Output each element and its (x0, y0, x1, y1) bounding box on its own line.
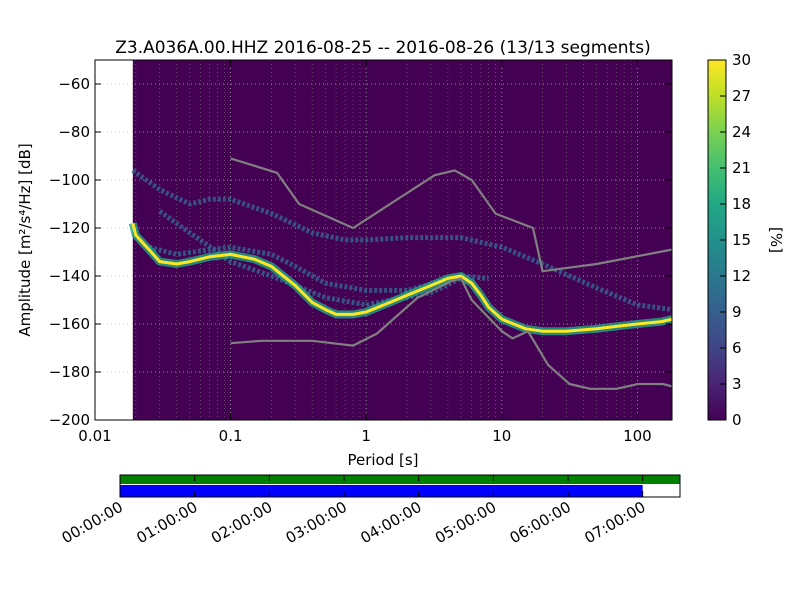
colorbar: 0 3 6 9 12 15 18 21 24 27 30 [%] (707, 51, 785, 429)
coverage-bars (120, 475, 680, 497)
colorbar-tick-label: 18 (732, 195, 751, 213)
coverage-timeline: 00:00:00 01:00:00 02:00:00 03:00:00 04:00:00… (59, 474, 681, 547)
colorbar-tick-label: 21 (732, 159, 751, 177)
coverage-bar-2 (120, 485, 643, 497)
y-tick-label: −160 (49, 315, 90, 333)
y-tick-label: −120 (49, 219, 90, 237)
colorbar-tick-label: 30 (732, 51, 751, 69)
x-tick-label: 0.1 (219, 427, 243, 445)
colorbar-tick-label: 0 (732, 411, 742, 429)
plot-area: 0.01 0.1 1 10 100 −200 −180 −160 −140 −120 −100 −8… (16, 59, 673, 469)
colorbar-label: [%] (767, 227, 785, 253)
y-tick-label: −200 (49, 411, 90, 429)
y-axis-ticks: −200 −180 −160 −140 −120 −100 −80 −60 (49, 75, 672, 429)
timeline-tick-label: 00:00:00 (59, 498, 126, 547)
y-tick-label: −60 (58, 75, 90, 93)
timeline-tick-label: 06:00:00 (507, 498, 574, 547)
y-axis-label: Amplitude [m²/s⁴/Hz] [dB] (16, 143, 34, 336)
x-tick-label: 10 (492, 427, 511, 445)
curve-layer (128, 157, 672, 390)
timeline-tick-label: 05:00:00 (432, 498, 499, 547)
y-tick-label: −140 (49, 267, 90, 285)
y-tick-label: −180 (49, 363, 90, 381)
colorbar-tick-label: 15 (732, 231, 751, 249)
nlnm-curve (230, 277, 672, 390)
psd-density-trace-1 (131, 168, 672, 313)
coverage-bar-1 (120, 475, 680, 484)
nhnm-curve (230, 157, 672, 273)
x-tick-label: 100 (623, 427, 652, 445)
colorbar-tick-label: 24 (732, 123, 751, 141)
timeline-frame (119, 474, 681, 498)
colorbar-tick-label: 9 (732, 303, 742, 321)
colorbar-tick-label: 27 (732, 87, 751, 105)
timeline-tick-label: 02:00:00 (208, 498, 275, 547)
x-tick-label: 1 (361, 427, 371, 445)
colorbar-tick-label: 6 (732, 339, 742, 357)
y-tick-label: −100 (49, 171, 90, 189)
timeline-tick-label: 04:00:00 (357, 498, 424, 547)
colorbar-tick-label: 3 (732, 375, 742, 393)
plot-frame (94, 59, 673, 421)
timeline-tick-label: 07:00:00 (581, 498, 648, 547)
psd-mode-curve (131, 222, 672, 333)
timeline-tick-label: 01:00:00 (133, 498, 200, 547)
x-axis-ticks: 0.01 0.1 1 10 100 (78, 60, 652, 445)
psd-density-trace-3 (158, 209, 463, 308)
y-tick-label: −80 (58, 123, 90, 141)
x-tick-label: 0.01 (78, 427, 111, 445)
timeline-tick-label: 03:00:00 (283, 498, 350, 547)
chart-title: Z3.A036A.00.HHZ 2016-08-25 -- 2016-08-26… (115, 38, 650, 58)
colorbar-tick-label: 12 (732, 267, 751, 285)
colorbar-ticks: 0 3 6 9 12 15 18 21 24 27 30 (720, 51, 751, 429)
x-axis-label: Period [s] (347, 451, 418, 469)
